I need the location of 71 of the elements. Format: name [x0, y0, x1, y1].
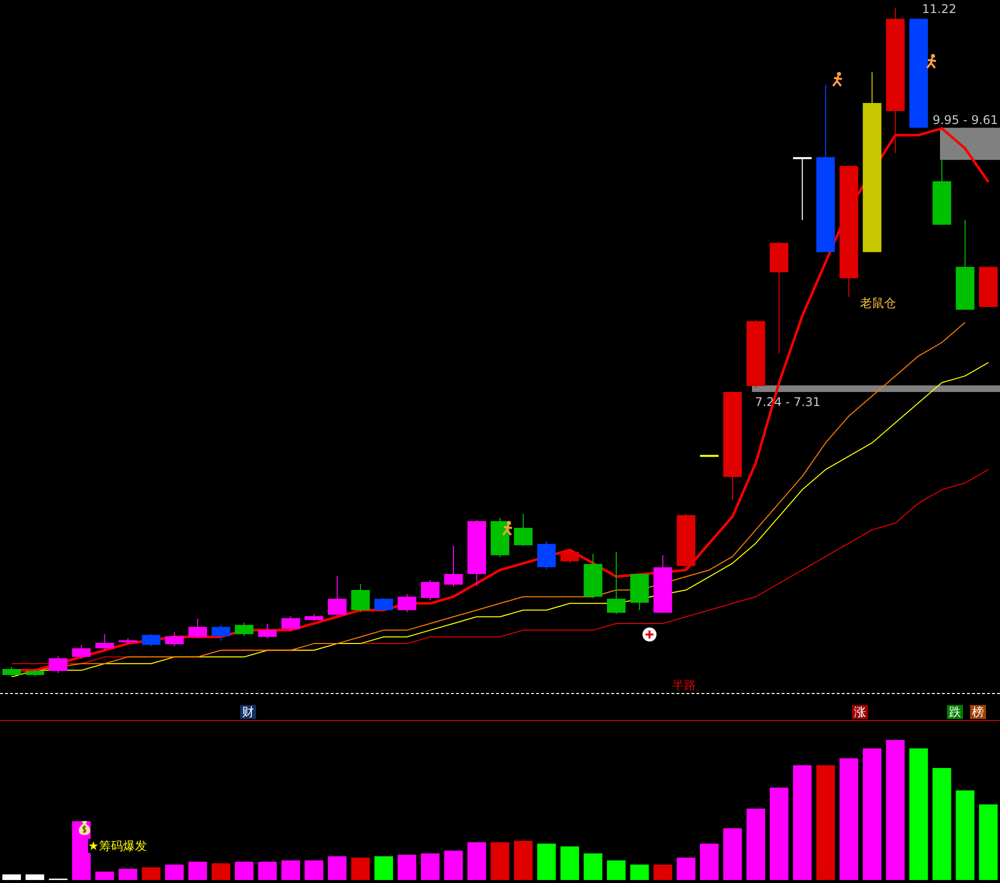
- bar: [398, 854, 416, 880]
- candlestick: [606, 551, 626, 615]
- candlestick: [398, 594, 416, 613]
- candlestick: [374, 598, 394, 612]
- candlestick: [212, 624, 230, 642]
- candlestick: [72, 644, 91, 660]
- bar: [979, 804, 998, 880]
- bar: [304, 860, 324, 880]
- candlestick: [793, 156, 812, 221]
- candlestick: [165, 632, 184, 647]
- bar: [420, 853, 440, 880]
- text: 半路: [672, 678, 696, 692]
- bar: [840, 758, 858, 880]
- candlestick: [142, 634, 160, 647]
- bar: [374, 856, 394, 880]
- bar: [653, 864, 672, 880]
- bar: [537, 844, 556, 880]
- annotation: ★筹码爆发: [88, 839, 147, 853]
- bar: [676, 858, 696, 880]
- bar: [351, 858, 370, 880]
- bar: [886, 740, 905, 880]
- candlestick: [351, 584, 370, 613]
- bar: [606, 860, 626, 880]
- bar: [909, 748, 928, 880]
- bar: [793, 765, 812, 880]
- bar: [95, 872, 114, 880]
- bar: [142, 867, 160, 880]
- bar: [2, 874, 21, 880]
- candlestick: [258, 624, 277, 639]
- candlestick: [48, 656, 68, 674]
- annotation: 老鼠仓: [860, 296, 896, 310]
- band-label: 9.95 - 9.61: [932, 112, 998, 127]
- candlestick: [537, 540, 556, 570]
- candlestick: [560, 548, 580, 564]
- text: 跌: [947, 705, 963, 719]
- candlestick: [234, 622, 254, 637]
- bar: [630, 864, 649, 880]
- candlestick: [95, 634, 114, 651]
- bar: [700, 844, 719, 880]
- candlestick: [281, 616, 300, 632]
- bar: [212, 863, 230, 880]
- bar: [770, 788, 788, 880]
- candlestick: [328, 575, 347, 617]
- bar: [862, 748, 882, 880]
- bar: [490, 842, 510, 880]
- text: 榜: [970, 705, 986, 719]
- text: 涨: [852, 705, 868, 719]
- bar: [746, 808, 766, 880]
- candlestick: [188, 618, 207, 639]
- text: 财: [240, 705, 256, 719]
- candlestick: [444, 545, 463, 588]
- bar: [816, 765, 835, 880]
- bar: [956, 790, 974, 880]
- bar: [560, 846, 580, 880]
- bar: [188, 862, 207, 880]
- bar: [281, 860, 300, 880]
- annotation: 11.22: [922, 2, 956, 16]
- bar: [258, 862, 277, 880]
- candlestick: [420, 579, 440, 601]
- bar: [118, 868, 138, 880]
- bar: [234, 862, 254, 880]
- bar: [932, 768, 952, 880]
- bar: [26, 874, 44, 880]
- bar: [584, 853, 602, 880]
- bar: [328, 856, 347, 880]
- bar: [723, 828, 742, 880]
- bar: [514, 840, 533, 880]
- bar: [444, 850, 463, 880]
- bar: [165, 864, 184, 880]
- candlestick: [2, 666, 21, 678]
- bar: [467, 842, 486, 880]
